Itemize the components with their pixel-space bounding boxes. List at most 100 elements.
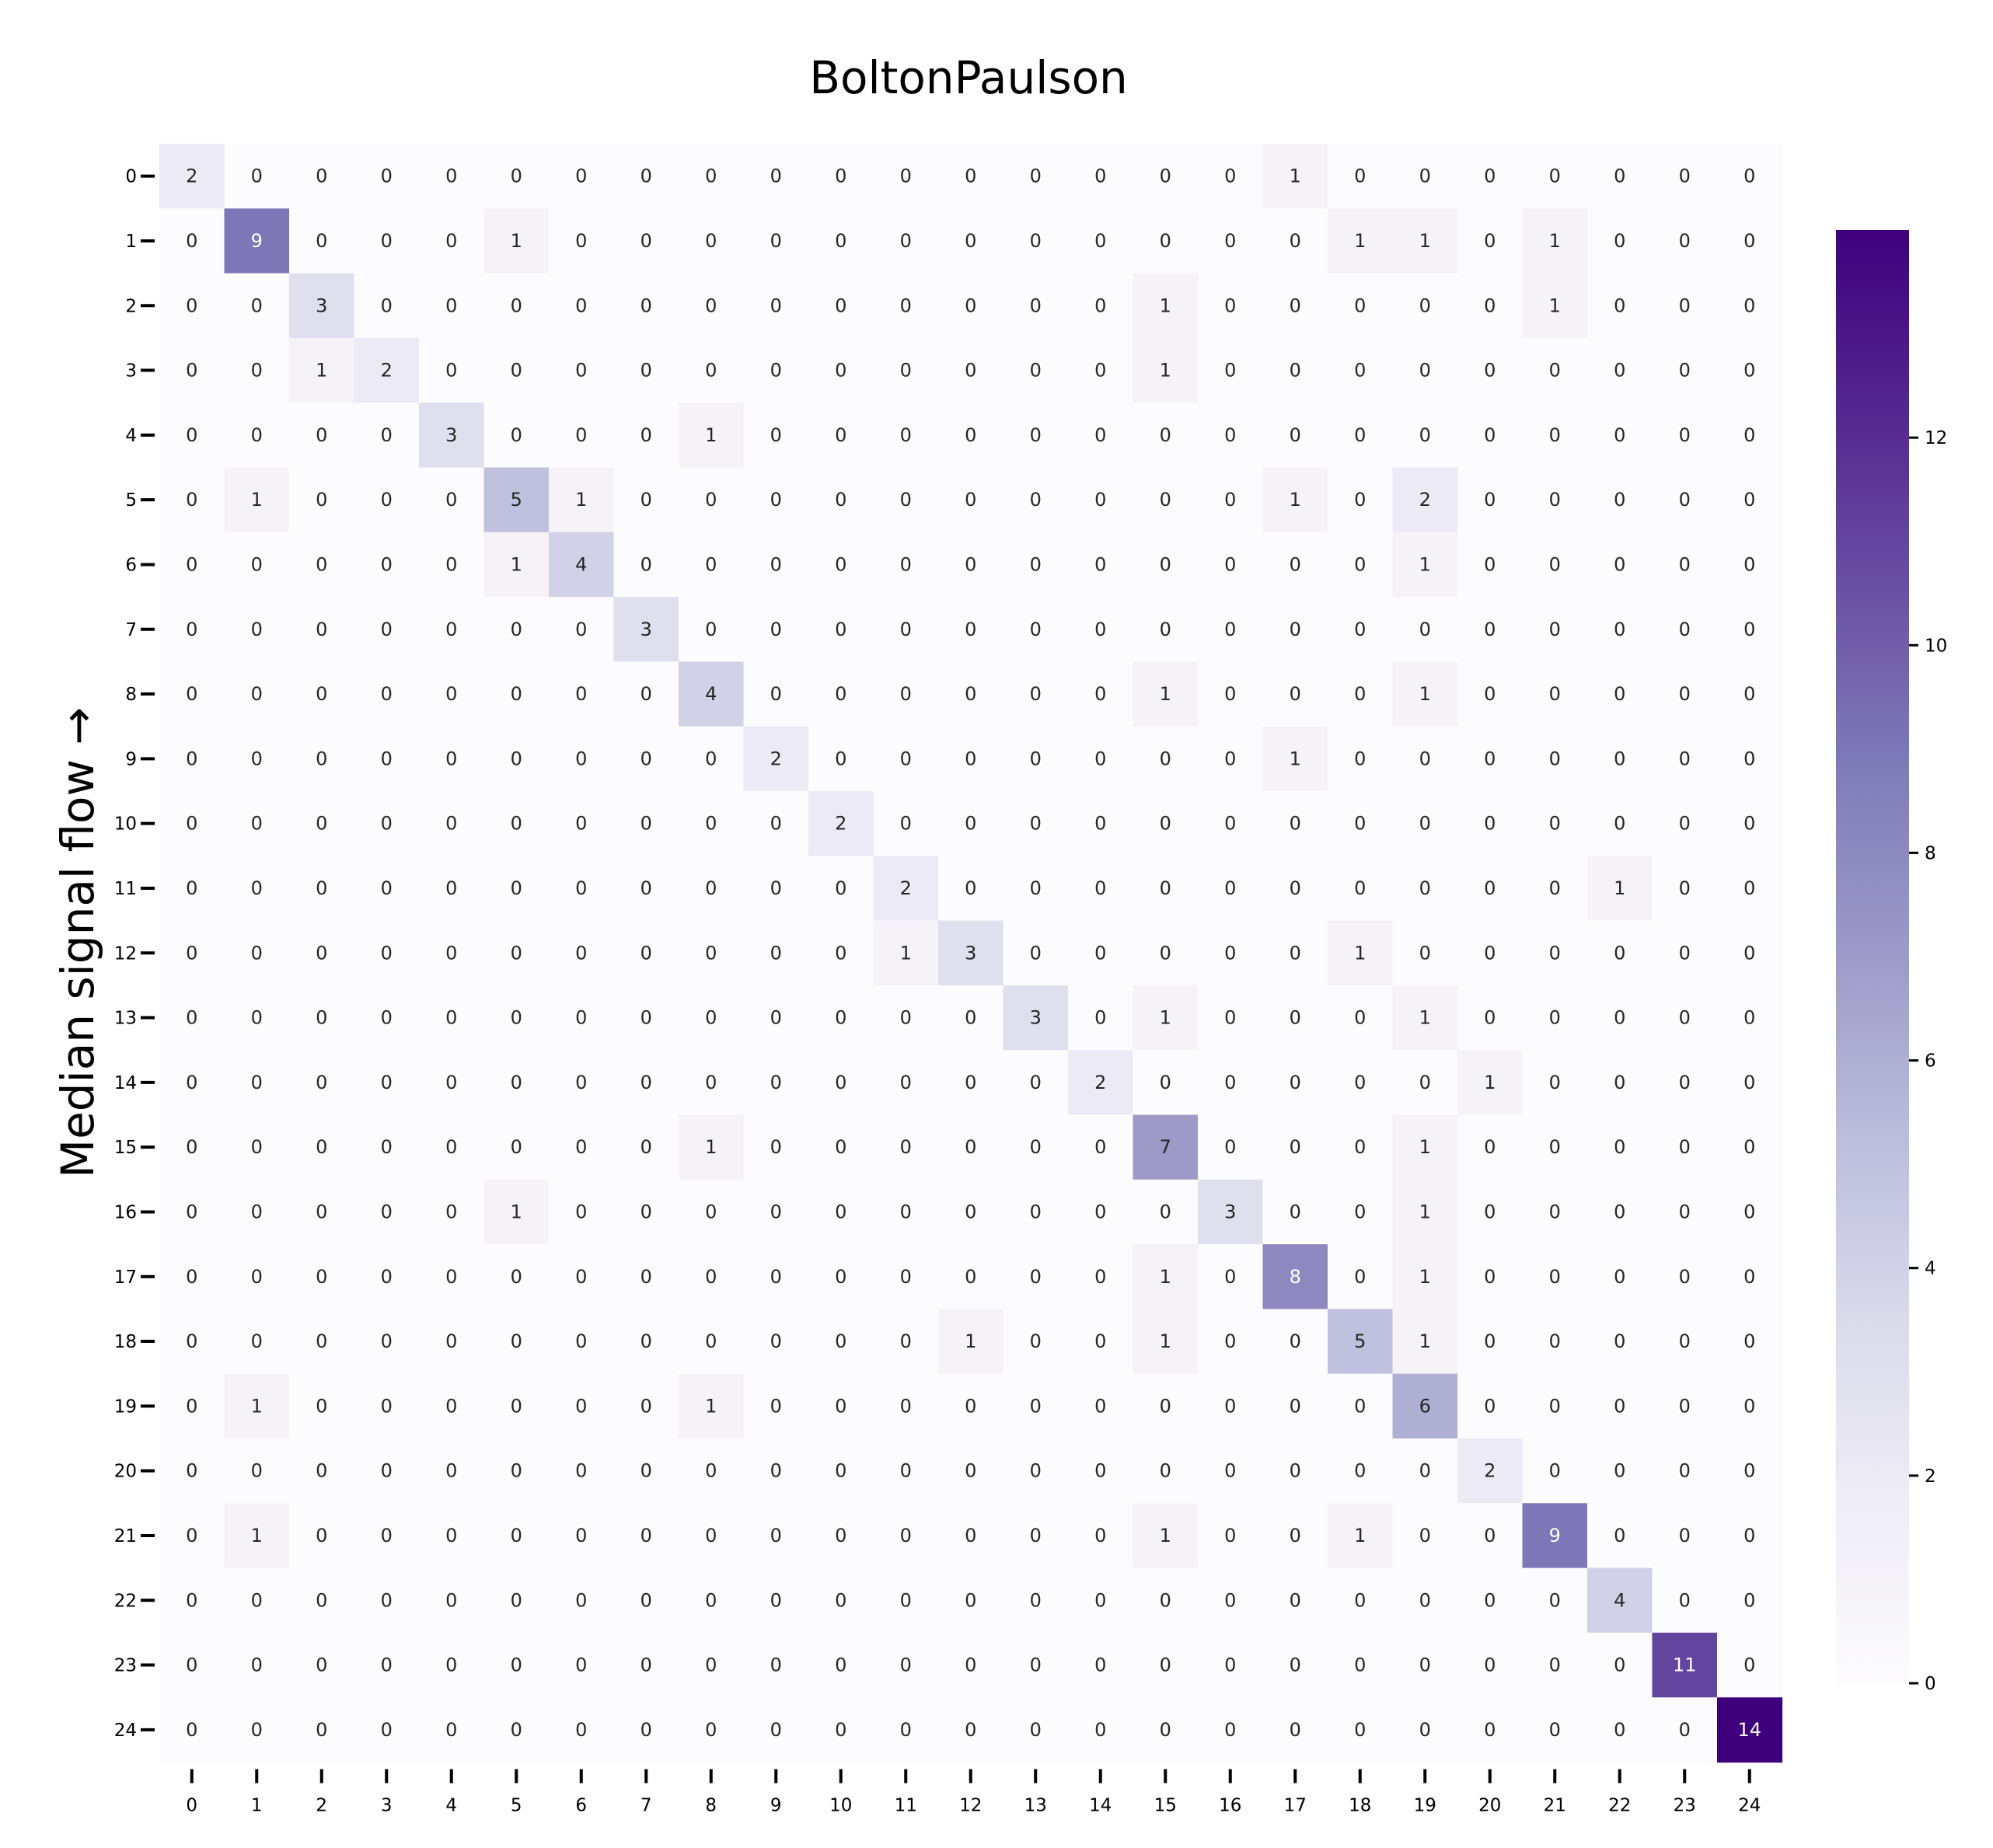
cell-value-label: 0 xyxy=(1160,1395,1171,1417)
cell-value-label: 0 xyxy=(900,553,912,575)
heatmap-cell xyxy=(1328,403,1394,469)
cell-value-label: 0 xyxy=(835,1007,846,1029)
heatmap-cell xyxy=(1003,1503,1069,1569)
cell-value-label: 0 xyxy=(316,1525,327,1546)
cell-value-label: 0 xyxy=(1094,877,1106,899)
heatmap-cell xyxy=(224,337,290,403)
cell-value-label: 0 xyxy=(1484,489,1496,511)
heatmap-cell xyxy=(483,1179,550,1245)
heatmap-cell xyxy=(1068,144,1134,209)
cell-value-label: 0 xyxy=(1094,360,1106,382)
cell-value-label: 0 xyxy=(511,424,522,446)
cell-value-label: 0 xyxy=(835,1072,846,1093)
heatmap-cell xyxy=(808,856,874,922)
heatmap-cell xyxy=(873,532,939,598)
heatmap-cell xyxy=(1392,532,1458,598)
cell-value-label: 1 xyxy=(1419,1330,1431,1352)
cell-value-label: 0 xyxy=(1224,166,1236,187)
heatmap-cell xyxy=(419,791,485,856)
cell-value-label: 0 xyxy=(705,942,717,964)
heatmap-cell xyxy=(1133,208,1199,274)
cell-value-label: 0 xyxy=(705,1072,717,1093)
heatmap-cell xyxy=(938,726,1004,792)
heatmap-cell xyxy=(1262,208,1328,274)
cell-value-label: 0 xyxy=(575,748,587,769)
cell-value-label: 0 xyxy=(251,553,263,575)
cell-value-label: 0 xyxy=(1484,1201,1496,1222)
cell-value-label: 0 xyxy=(1484,1330,1496,1352)
heatmap-cell xyxy=(938,1373,1004,1439)
cell-value-label: 7 xyxy=(1160,1136,1171,1158)
heatmap-cell xyxy=(159,532,225,598)
cell-value-label: 0 xyxy=(1419,360,1431,382)
heatmap-cell xyxy=(1587,985,1653,1051)
cell-value-label: 0 xyxy=(1549,1719,1561,1741)
cell-value-label: 0 xyxy=(1614,1072,1625,1093)
cell-value-label: 0 xyxy=(1419,166,1431,187)
cell-value-label: 0 xyxy=(640,877,652,899)
cell-value-label: 0 xyxy=(1030,360,1042,382)
cell-value-label: 0 xyxy=(1614,1266,1625,1288)
heatmap-cell xyxy=(1457,532,1524,598)
cell-value-label: 0 xyxy=(381,683,393,705)
x-tick-label: 3 xyxy=(381,1796,393,1816)
heatmap-cell xyxy=(1522,1632,1588,1698)
cell-value-label: 0 xyxy=(316,1266,327,1288)
heatmap-cell xyxy=(1262,1244,1328,1309)
heatmap-cell xyxy=(483,337,550,403)
x-tick-label: 5 xyxy=(511,1796,522,1816)
cell-value-label: 0 xyxy=(900,1007,912,1029)
heatmap-cell xyxy=(549,1309,615,1375)
cell-value-label: 0 xyxy=(640,1266,652,1288)
cell-value-label: 0 xyxy=(381,942,393,964)
heatmap-cell xyxy=(1262,1438,1328,1504)
cell-value-label: 0 xyxy=(1030,1460,1042,1482)
cell-value-label: 0 xyxy=(1679,1007,1691,1029)
heatmap-cell xyxy=(1587,791,1653,856)
heatmap-cell xyxy=(483,1050,550,1116)
heatmap-cell xyxy=(1133,1697,1199,1763)
cell-value-label: 0 xyxy=(1679,877,1691,899)
cell-value-label: 0 xyxy=(1354,1266,1366,1288)
heatmap-cell xyxy=(1392,467,1458,533)
heatmap-cell xyxy=(1522,337,1588,403)
y-tick-label: 8 xyxy=(125,685,137,705)
heatmap-cell xyxy=(808,791,874,856)
heatmap-cell xyxy=(159,273,225,339)
heatmap-cell xyxy=(289,856,355,922)
heatmap-cell xyxy=(1198,1309,1264,1375)
cell-value-label: 0 xyxy=(381,1201,393,1222)
heatmap-cell xyxy=(1717,1050,1783,1116)
cell-value-label: 0 xyxy=(445,813,457,835)
cell-value-label: 0 xyxy=(1030,166,1042,187)
heatmap-cell xyxy=(1652,1050,1718,1116)
cell-value-label: 0 xyxy=(445,1266,457,1288)
cell-value-label: 0 xyxy=(640,1201,652,1222)
cell-value-label: 1 xyxy=(1419,1201,1431,1222)
y-tick-label: 14 xyxy=(114,1073,137,1093)
cell-value-label: 0 xyxy=(1549,1589,1561,1611)
heatmap-cell xyxy=(1262,1503,1328,1569)
heatmap-cell xyxy=(1717,532,1783,598)
cell-value-label: 0 xyxy=(770,1525,782,1546)
cell-value-label: 1 xyxy=(511,553,522,575)
heatmap-cell xyxy=(613,1244,679,1309)
cell-value-label: 0 xyxy=(1290,877,1301,899)
heatmap-cell xyxy=(549,532,615,598)
cell-value-label: 0 xyxy=(1224,1525,1236,1546)
cell-value-label: 0 xyxy=(1030,295,1042,316)
heatmap-cell xyxy=(679,920,745,986)
heatmap-cell xyxy=(679,467,745,533)
cell-value-label: 0 xyxy=(835,942,846,964)
x-tick-label: 24 xyxy=(1738,1796,1761,1816)
cell-value-label: 0 xyxy=(1030,424,1042,446)
heatmap-cell xyxy=(873,403,939,469)
cell-value-label: 1 xyxy=(1290,166,1301,187)
cell-value-label: 0 xyxy=(251,1330,263,1352)
heatmap-cell xyxy=(1003,1567,1069,1634)
heatmap-cell xyxy=(1262,791,1328,856)
heatmap-cell xyxy=(483,920,550,986)
cell-value-label: 0 xyxy=(900,424,912,446)
cell-value-label: 3 xyxy=(965,942,976,964)
cell-value-label: 0 xyxy=(1224,1460,1236,1482)
